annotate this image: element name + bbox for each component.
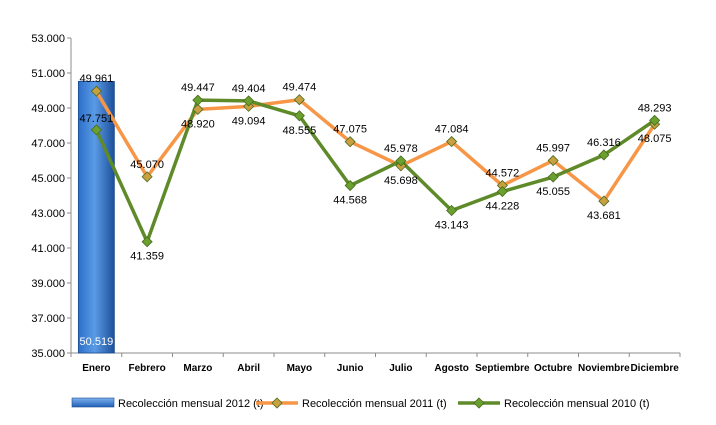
data-label-2011: 44.572 — [486, 167, 520, 179]
point-2011 — [446, 135, 458, 148]
x-tick-label: Marzo — [183, 363, 212, 374]
point-2010 — [598, 149, 610, 161]
data-label-2011: 45.070 — [130, 159, 164, 171]
legend-label-2012: Recolección mensual 2012 (t) — [118, 398, 264, 410]
line-2010 — [94, 98, 656, 244]
chart-legend: Recolección mensual 2012 (t) Recolección … — [71, 397, 650, 410]
x-tick-label: Septiembre — [475, 363, 530, 374]
data-label-2010: 49.404 — [232, 83, 266, 95]
chart-axes: 35.000 37.000 39.000 41.000 43.000 45.000 47.0… — [31, 33, 681, 374]
data-label-2011: 43.681 — [587, 210, 621, 222]
point-2011 — [293, 94, 305, 106]
legend-swatch-2012 — [71, 397, 115, 408]
data-label-2010: 41.359 — [130, 251, 164, 263]
x-tick-label: Enero — [82, 363, 110, 374]
data-label-2010: 48.293 — [638, 102, 672, 114]
x-tick-label: Diciembre — [630, 363, 679, 374]
data-label-2010: 45.978 — [384, 143, 418, 155]
point-2010 — [344, 179, 356, 192]
data-label-2011: 48.075 — [638, 133, 672, 145]
point-2010 — [293, 110, 305, 122]
data-label-2010: 48.555 — [283, 125, 317, 137]
y-tick-label: 39.000 — [31, 278, 65, 290]
point-2010 — [192, 94, 204, 106]
point-2011 — [547, 154, 559, 167]
point-2010 — [395, 155, 407, 167]
point-2010 — [547, 171, 559, 183]
bar-value-label: 50.519 — [80, 336, 114, 348]
data-label-2010: 46.316 — [587, 137, 621, 149]
y-tick-label: 37.000 — [31, 313, 65, 325]
data-label-2011: 47.084 — [435, 124, 469, 136]
point-2010 — [496, 185, 508, 198]
x-tick-label: Julio — [389, 363, 412, 374]
point-2011 — [90, 85, 102, 97]
data-labels: 50.519 49.961 47.751 45.070 41.359 49.447 48.9… — [80, 73, 672, 348]
point-2010 — [90, 124, 102, 136]
x-tick-label: Octubre — [534, 363, 573, 374]
data-label-2011: 45.698 — [384, 175, 418, 187]
y-tick-label: 47.000 — [31, 138, 65, 150]
point-2011 — [192, 103, 204, 115]
x-tick-label: Junio — [337, 363, 364, 374]
x-tick-label: Abril — [237, 363, 260, 374]
y-tick-label: 45.000 — [31, 173, 65, 185]
point-2011 — [344, 136, 356, 148]
data-label-2011: 49.094 — [232, 115, 266, 127]
data-label-2011: 45.997 — [536, 143, 570, 155]
point-2011 — [598, 195, 610, 207]
x-tick-label: Noviembre — [578, 363, 630, 374]
data-label-2010: 45.055 — [536, 186, 570, 198]
legend-label-2010: Recolección mensual 2010 (t) — [504, 398, 650, 410]
data-label-2011: 48.920 — [181, 118, 215, 130]
data-label-2010: 44.568 — [333, 195, 367, 207]
legend-marker-2010 — [473, 397, 485, 409]
data-label-2010: 49.447 — [181, 82, 215, 94]
y-tick-label: 35.000 — [31, 348, 65, 360]
point-2010 — [243, 95, 255, 107]
x-tick-label: Mayo — [287, 363, 313, 374]
legend-marker-2011 — [271, 397, 283, 409]
y-tick-label: 41.000 — [31, 243, 65, 255]
y-tick-label: 49.000 — [31, 103, 65, 115]
data-label-2010: 43.143 — [435, 219, 469, 231]
point-2010 — [446, 204, 458, 217]
y-tick-label: 43.000 — [31, 208, 65, 220]
data-label-2011: 47.075 — [333, 124, 367, 136]
legend-label-2011: Recolección mensual 2011 (t) — [302, 398, 447, 410]
x-tick-label: Agosto — [434, 363, 468, 374]
point-2010 — [141, 236, 153, 248]
point-2011 — [141, 171, 153, 183]
point-2010 — [649, 114, 661, 126]
data-label-2011: 49.961 — [80, 73, 114, 85]
line-series — [90, 85, 661, 248]
data-label-2010: 47.751 — [80, 113, 114, 125]
x-tick-label: Febrero — [129, 363, 166, 374]
y-tick-label: 51.000 — [31, 68, 65, 80]
data-label-2010: 44.228 — [486, 201, 520, 213]
data-label-2011: 49.474 — [283, 82, 317, 94]
y-tick-label: 53.000 — [31, 33, 65, 45]
